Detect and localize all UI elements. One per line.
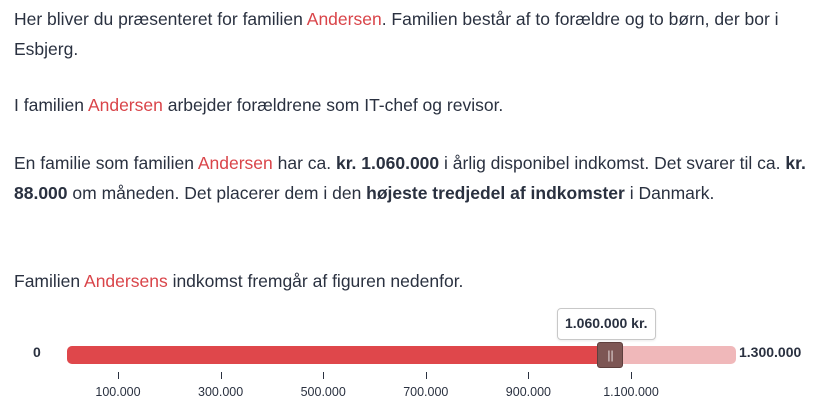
figure-intro-paragraph: Familien Andersens indkomst fremgår af f… — [14, 266, 814, 296]
slider-max-label: 1.300.000 — [739, 344, 802, 360]
income-slider: 0 1.060.000 kr. || 1.300.000 100.000 300.… — [0, 300, 829, 414]
income-paragraph: En familie som familien Andersen har ca.… — [14, 148, 814, 208]
slider-tick — [425, 372, 427, 379]
slider-tick-label: 700.000 — [403, 385, 449, 399]
slider-tick-label: 900.000 — [505, 385, 551, 399]
occupation-paragraph: I familien Andersen arbejder forældrene … — [14, 90, 814, 120]
slider-tick-label: 500.000 — [300, 385, 346, 399]
slider-tick — [220, 372, 222, 379]
annual-income: kr. 1.060.000 — [335, 153, 440, 173]
family-name: Andersen — [197, 153, 273, 173]
slider-tick — [323, 372, 325, 379]
family-name: Andersen — [87, 95, 163, 115]
slider-tick — [528, 372, 530, 379]
occupation-text-end: arbejder forældrene som IT-chef og revis… — [162, 95, 504, 115]
slider-tick — [118, 372, 119, 379]
intro-text-end: . Familien består af to forældre og to b… — [14, 9, 779, 59]
intro-text: Her bliver du præsenteret for familien — [14, 9, 307, 29]
family-name: Andersens — [84, 271, 168, 291]
income-text: i Danmark. — [624, 183, 715, 203]
income-text: En familie som familien — [14, 153, 198, 173]
income-text: i årlig disponibel indkomst. Det svarer … — [439, 153, 786, 173]
occupation-text: I familien — [14, 95, 88, 115]
slider-tick-label: 100.000 — [95, 385, 141, 399]
figure-intro-text: indkomst fremgår af figuren nedenfor. — [167, 271, 464, 291]
monthly-income: kr. 88.000 — [14, 153, 806, 203]
income-bracket: højeste tredjedel af indkomster — [366, 183, 625, 203]
slider-tick-label: 1.100.000 — [603, 385, 659, 399]
slider-tick — [631, 372, 632, 379]
slider-value-tooltip: 1.060.000 kr. — [557, 308, 656, 340]
slider-fill — [67, 346, 611, 364]
family-name: Andersen — [306, 9, 382, 29]
slider-tick-label: 300.000 — [198, 385, 244, 399]
income-text: om måneden. Det placerer dem i den — [67, 183, 367, 203]
slider-thumb[interactable]: || — [597, 342, 624, 368]
figure-intro-text: Familien — [14, 271, 85, 291]
intro-paragraph: Her bliver du præsenteret for familien A… — [14, 4, 814, 64]
slider-min-label: 0 — [33, 344, 41, 360]
income-text: har ca. — [272, 153, 336, 173]
